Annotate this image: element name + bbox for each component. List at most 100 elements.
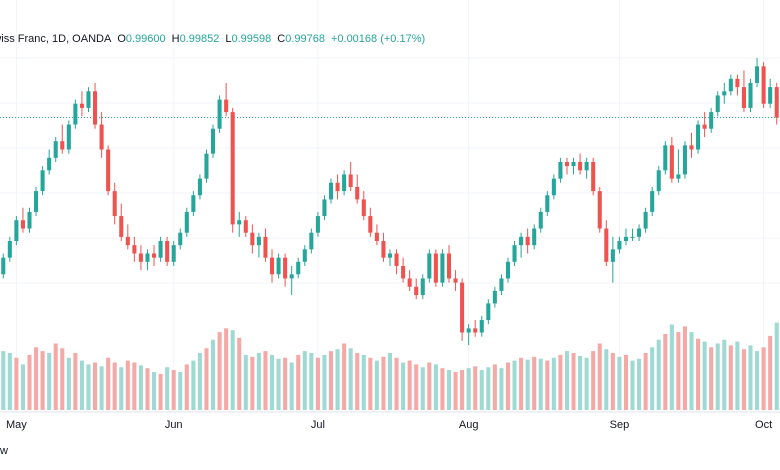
candle[interactable] [387,249,393,266]
candle[interactable] [224,82,229,117]
candle[interactable] [512,241,517,266]
candle[interactable] [322,195,327,221]
candle[interactable] [145,249,150,271]
candle[interactable] [637,224,642,242]
candle[interactable] [132,236,137,262]
candle[interactable] [663,141,668,175]
candle[interactable] [355,174,360,204]
candle[interactable] [237,211,242,237]
candle[interactable] [7,236,12,262]
candle[interactable] [473,320,478,337]
candle[interactable] [368,207,373,237]
candle[interactable] [243,216,248,237]
candle[interactable] [696,120,701,154]
candle[interactable] [315,211,320,237]
candle[interactable] [682,141,687,179]
candle[interactable] [47,149,52,175]
candle[interactable] [40,166,45,196]
candle[interactable] [197,174,202,200]
candle[interactable] [269,249,275,283]
candle[interactable] [617,236,622,254]
candle[interactable] [93,82,98,129]
candle[interactable] [728,74,733,96]
candle[interactable] [741,70,746,113]
candle[interactable] [433,249,438,287]
candle[interactable] [669,137,674,183]
candle[interactable] [289,265,294,296]
candle[interactable] [361,191,366,221]
candle[interactable] [748,78,753,113]
candle[interactable] [623,228,628,246]
candle[interactable] [519,232,524,258]
candle[interactable] [499,274,504,296]
candle[interactable] [112,182,117,225]
candle[interactable] [152,245,157,266]
candle[interactable] [302,245,307,266]
candle[interactable] [263,228,268,262]
candle[interactable] [689,132,694,158]
candle[interactable] [348,161,353,192]
candle[interactable] [256,232,261,258]
candle[interactable] [656,166,661,196]
candle[interactable] [309,228,314,254]
candle[interactable] [328,178,334,204]
candle[interactable] [394,249,399,275]
candle[interactable] [73,99,78,129]
candle[interactable] [446,245,452,283]
candle[interactable] [440,249,445,287]
candle[interactable] [578,153,583,175]
candle[interactable] [532,224,537,250]
candle[interactable] [125,224,130,250]
candle[interactable] [755,58,760,88]
candle[interactable] [492,286,497,308]
candle[interactable] [184,207,189,237]
candle[interactable] [486,299,491,325]
candle[interactable] [604,220,609,266]
candle[interactable] [768,78,773,108]
candle[interactable] [564,157,570,175]
candle[interactable] [414,278,419,300]
candle[interactable] [374,224,379,246]
candle[interactable] [283,253,288,287]
candle[interactable] [610,236,615,283]
candle[interactable] [650,186,655,217]
candle[interactable] [342,170,347,196]
candle[interactable] [505,257,511,283]
candle[interactable] [709,107,714,133]
candle[interactable] [735,74,740,96]
candle[interactable] [178,228,183,250]
candle[interactable] [53,137,58,162]
candle[interactable] [34,186,39,217]
candle[interactable] [1,253,6,279]
candle[interactable] [20,207,25,233]
candle[interactable] [538,207,543,233]
candle[interactable] [774,82,779,125]
candle[interactable] [99,112,104,158]
candle[interactable] [276,253,281,279]
candle[interactable] [460,278,465,341]
candle[interactable] [427,249,432,283]
candle[interactable] [643,207,648,233]
candle[interactable] [230,107,235,233]
candle[interactable] [335,174,340,200]
candle[interactable] [79,91,84,117]
candle[interactable] [453,270,458,291]
candle[interactable] [479,315,484,337]
candle[interactable] [551,174,556,200]
candle[interactable] [171,241,176,266]
candle[interactable] [381,232,386,262]
candle[interactable] [597,186,602,233]
candle[interactable] [525,228,530,254]
candle[interactable] [702,112,707,138]
candle[interactable] [165,236,170,266]
candle[interactable] [630,228,635,242]
candle[interactable] [466,324,471,345]
candle[interactable] [119,203,124,242]
candle[interactable] [296,257,301,279]
candle[interactable] [407,270,412,291]
candle[interactable] [158,236,163,262]
candle[interactable] [401,257,406,283]
candle[interactable] [14,216,19,246]
candle[interactable] [591,157,596,196]
